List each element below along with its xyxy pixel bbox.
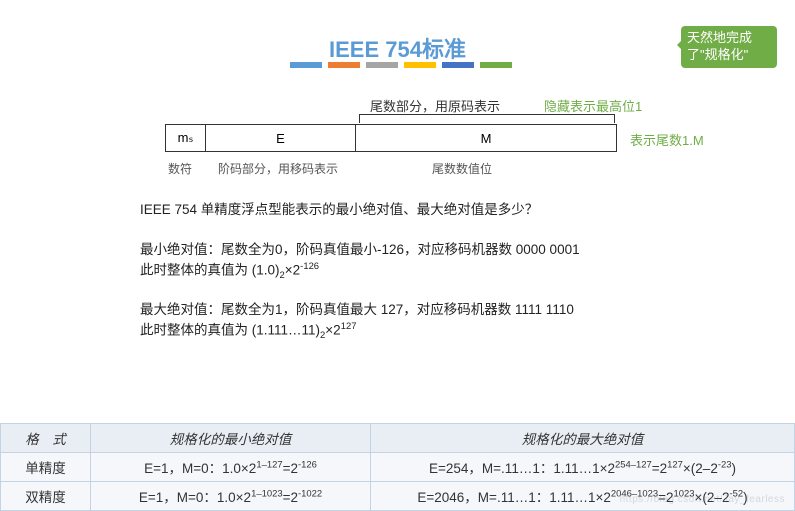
max-abs-prefix: 此时整体的真值为 (1.111…11) (140, 323, 320, 338)
cell-sign: mₛ (166, 125, 206, 151)
bar (290, 62, 322, 68)
title-en: IEEE 754 (329, 37, 422, 62)
bar (328, 62, 360, 68)
cell-mantissa: M (356, 125, 616, 151)
td-single-min: E=1，M=0：1.0×21–127=2-126 (91, 453, 371, 482)
max-abs: 最大绝对值：尾数全为1，阶码真值最大 127，对应移码机器数 1111 1110… (140, 300, 740, 344)
th-max: 规格化的最大绝对值 (371, 424, 795, 453)
bar (442, 62, 474, 68)
side-mantissa-label: 表示尾数1.M (630, 130, 704, 149)
bar (366, 62, 398, 68)
cell-exponent: E (206, 125, 356, 151)
min-abs: 最小绝对值：尾数全为0，阶码真值最小-126，对应移码机器数 0000 0001… (140, 240, 740, 284)
annot-sign: 数符 (168, 160, 192, 177)
annot-mantissa-orig: 尾数部分，用原码表示 (370, 96, 500, 115)
td-double: 双精度 (1, 482, 91, 511)
td-single: 单精度 (1, 453, 91, 482)
td-single-max: E=254，M=.11…1：1.11…1×2254–127=2127×(2–2-… (371, 453, 795, 482)
color-bars (290, 62, 512, 68)
question: IEEE 754 单精度浮点型能表示的最小绝对值、最大绝对值是多少？ (140, 200, 740, 220)
float-layout: mₛ E M (165, 124, 617, 152)
watermark: https://blog.csdn.net/Jay_fearless (620, 494, 785, 505)
min-abs-prefix: 此时整体的真值为 (1.0) (140, 263, 280, 278)
max-abs-line1: 最大绝对值：尾数全为1，阶码真值最大 127，对应移码机器数 1111 1110 (140, 302, 574, 317)
th-format: 格 式 (1, 424, 91, 453)
annot-mantissa-bits: 尾数数值位 (432, 160, 492, 177)
bar (480, 62, 512, 68)
annot-hidden-bit: 隐藏表示最高位1 (544, 96, 642, 115)
callout-bubble: 天然地完成了"规格化" (681, 26, 777, 68)
th-min: 规格化的最小绝对值 (91, 424, 371, 453)
annot-exponent: 阶码部分，用移码表示 (218, 160, 338, 177)
title-cn: 标准 (422, 37, 466, 62)
min-abs-line1: 最小绝对值：尾数全为0，阶码真值最小-126，对应移码机器数 0000 0001 (140, 242, 580, 257)
brace-top (359, 114, 615, 124)
bar (404, 62, 436, 68)
td-double-min: E=1，M=0：1.0×21–1023=2-1022 (91, 482, 371, 511)
